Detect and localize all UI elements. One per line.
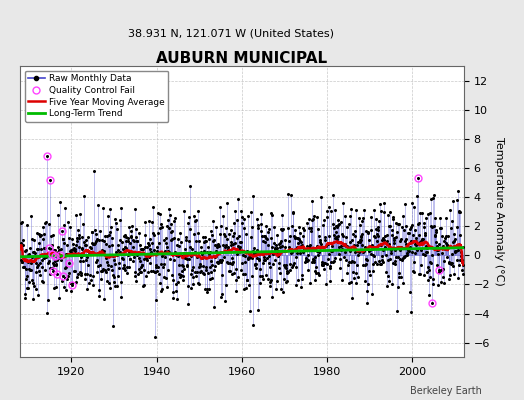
Y-axis label: Temperature Anomaly (°C): Temperature Anomaly (°C)	[494, 137, 504, 286]
Legend: Raw Monthly Data, Quality Control Fail, Five Year Moving Average, Long-Term Tren: Raw Monthly Data, Quality Control Fail, …	[25, 70, 169, 122]
Title: AUBURN MUNICIPAL: AUBURN MUNICIPAL	[156, 51, 328, 66]
Text: 38.931 N, 121.071 W (United States): 38.931 N, 121.071 W (United States)	[127, 28, 334, 38]
Text: Berkeley Earth: Berkeley Earth	[410, 386, 482, 396]
